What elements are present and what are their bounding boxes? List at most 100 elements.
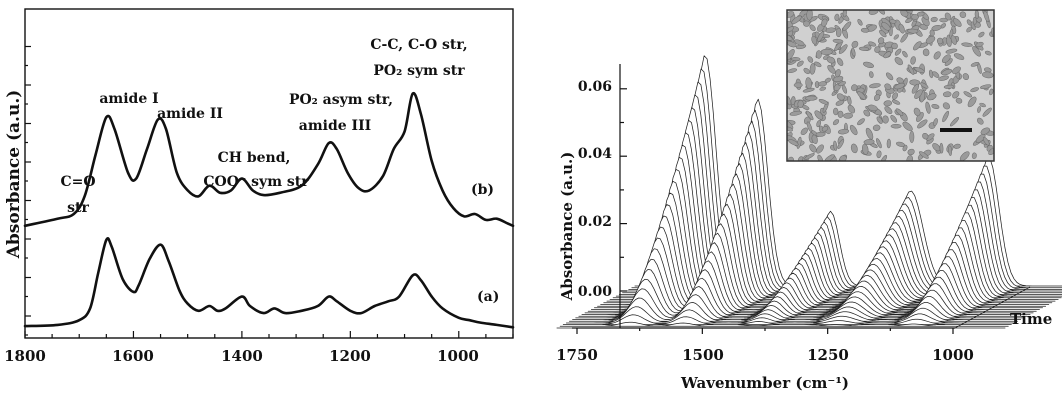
inset-cell xyxy=(885,72,894,81)
inset-cell xyxy=(898,23,905,34)
inset-cell xyxy=(941,68,953,76)
inset-cell xyxy=(911,83,920,94)
inset-cell xyxy=(902,50,908,58)
inset-cell xyxy=(832,119,840,126)
inset-cell xyxy=(805,110,814,121)
inset-cell xyxy=(788,156,794,161)
inset-cell xyxy=(980,127,990,135)
time-axis-line xyxy=(954,286,1031,329)
inset-cell xyxy=(911,14,920,20)
inset-cell xyxy=(961,42,973,47)
y-tick-label: 0.04 xyxy=(578,146,612,162)
inset-cell xyxy=(809,24,816,32)
x-tick-label: 1500 xyxy=(682,346,724,364)
inset-cell xyxy=(942,91,952,98)
x-tick-label: 1400 xyxy=(221,347,263,365)
x-tick-label: 1750 xyxy=(556,346,598,364)
inset-cell xyxy=(944,12,952,21)
inset-cell xyxy=(803,67,811,75)
inset-cell xyxy=(931,24,942,31)
inset-cell xyxy=(815,50,822,59)
inset-cell xyxy=(839,155,847,161)
inset-cell xyxy=(850,143,858,154)
x-tick-label: 1600 xyxy=(112,347,154,365)
inset-cell xyxy=(824,154,835,161)
inset-cell xyxy=(890,123,902,129)
inset-cell xyxy=(914,89,923,99)
inset-cell xyxy=(876,150,882,159)
waterfall-chart-right: 0.00 0.02 0.04 0.06 Absorbance (a.u.) 17… xyxy=(556,9,1062,392)
inset-cell xyxy=(860,27,870,33)
inset-cell xyxy=(868,41,877,47)
inset-cell xyxy=(917,119,928,129)
peak-label-ch-bend: CH bend, COO⁻ sym str xyxy=(203,150,309,190)
inset-cell xyxy=(787,119,794,130)
left-axis-ticks xyxy=(24,45,514,338)
inset-cell xyxy=(979,102,986,108)
inset-cell xyxy=(863,139,875,145)
inset-cell xyxy=(939,142,944,154)
inset-cell xyxy=(959,11,967,18)
inset-cell xyxy=(837,128,850,135)
left-y-axis-title: Absorbance (a.u.) xyxy=(4,90,24,260)
inset-cell xyxy=(838,81,846,87)
inset-cell xyxy=(791,57,801,62)
inset-cell xyxy=(914,67,925,74)
inset-cell xyxy=(884,83,892,90)
series-label-a: (a) xyxy=(477,289,499,305)
x-tick-label: 1200 xyxy=(329,347,371,365)
inset-cell xyxy=(824,77,831,83)
inset-cell xyxy=(894,48,902,56)
inset-cell xyxy=(858,46,870,51)
inset-cell xyxy=(876,116,883,124)
inset-cell xyxy=(967,96,977,108)
inset-cell xyxy=(971,152,977,160)
inset-cell xyxy=(922,132,929,140)
inset-cell xyxy=(876,138,882,149)
inset-cell xyxy=(949,117,960,127)
inset-cell xyxy=(869,71,874,78)
peak-label-c-c-str: C-C, C-O str, PO₂ sym str xyxy=(370,37,467,79)
inset-cell xyxy=(794,39,805,46)
inset-cell xyxy=(883,51,892,59)
inset-cell xyxy=(952,66,961,74)
inset-cell xyxy=(907,64,915,75)
inset-cell xyxy=(811,35,818,45)
inset-cell xyxy=(833,140,838,151)
inset-cell xyxy=(930,16,938,23)
inset-cell xyxy=(910,56,916,65)
right-y-ticks xyxy=(620,88,627,292)
inset-cell xyxy=(834,69,841,78)
inset-cell xyxy=(869,83,881,89)
inset-cell xyxy=(791,15,802,25)
inset-cell xyxy=(982,107,992,117)
inset-cell xyxy=(809,63,816,75)
inset-cell xyxy=(984,50,992,56)
right-x-axis-title: Wavenumber (cm⁻¹) xyxy=(680,374,849,392)
inset-cell xyxy=(827,64,836,74)
inset-cell xyxy=(932,71,940,78)
inset-cell xyxy=(847,104,856,114)
inset-cell xyxy=(815,131,826,137)
peak-label-line: COO⁻ sym str xyxy=(203,174,309,190)
inset-cell xyxy=(882,115,889,124)
inset-cell xyxy=(857,118,865,126)
peak-label-amide-i: amide I xyxy=(99,91,158,107)
inset-cell xyxy=(863,109,871,117)
inset-cell xyxy=(836,57,844,66)
inset-cell xyxy=(977,106,982,113)
inset-cell xyxy=(818,81,828,87)
inset-cell xyxy=(896,77,904,84)
inset-cell xyxy=(913,107,921,117)
y-tick-label: 0.06 xyxy=(578,79,612,95)
inset-cell xyxy=(919,151,929,159)
inset-cell xyxy=(978,31,985,38)
inset-cell xyxy=(950,35,957,45)
peak-label-line: PO₂ sym str xyxy=(373,63,465,79)
inset-cell xyxy=(953,143,961,149)
x-tick-label: 1000 xyxy=(932,346,974,364)
inset-cell xyxy=(907,148,915,156)
inset-cell xyxy=(787,68,798,73)
inset-cell xyxy=(821,18,828,27)
